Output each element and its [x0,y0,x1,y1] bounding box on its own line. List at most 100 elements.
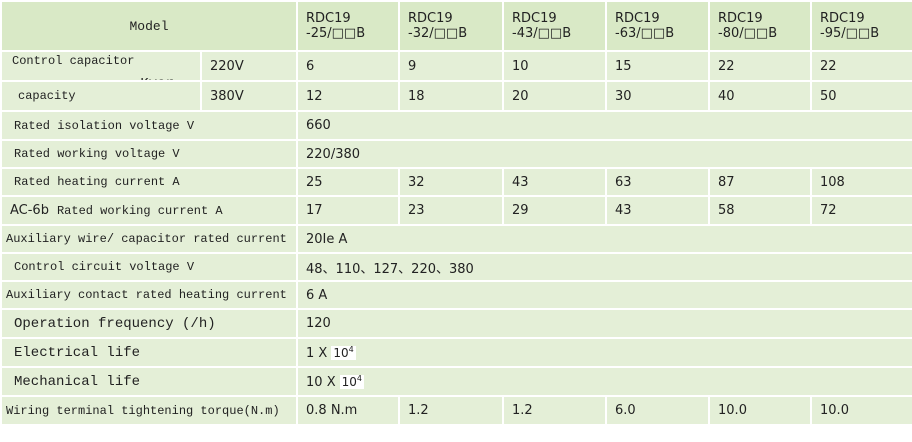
model-line: RDC19 [718,11,763,26]
value: 0.8 N.m [296,395,401,426]
value: 72 [810,195,912,226]
value: 30 [605,80,711,112]
spec-row: Auxiliary contact rated heating current 6… [0,280,912,310]
label-line: capacity [18,89,76,103]
capacitor-row: capacity 380V 12 18 20 30 40 50 [0,80,912,112]
base: 10 [341,374,357,389]
model-column: RDC19 -63/□□B [605,0,711,52]
model-column: RDC19 -80/□□B [708,0,813,52]
model-line: RDC19 [820,11,865,26]
value: 58 [708,195,813,226]
row-label: Wiring terminal tightening torque(N.m) [0,395,299,426]
row-label: Operation frequency (/h) [0,308,299,339]
model-column: RDC19 -43/□□B [502,0,608,52]
value: 1.2 [398,395,505,426]
value: 15 [605,50,711,82]
value: 120 [296,308,912,339]
value-text: 1 X [306,345,328,361]
model-line: -25/□□B [306,26,366,41]
base: 10 [333,345,349,360]
value-text: 220/380 [306,146,361,162]
value: 23 [398,195,505,226]
row-label: Auxiliary contact rated heating current [0,280,299,310]
value: 12 [296,80,401,112]
value: 50 [810,80,912,112]
value-text: 6 A [306,287,328,303]
model-line: -80/□□B [718,26,778,41]
exponent: 4 [356,373,362,383]
value: 9 [398,50,505,82]
label: Rated working voltage V [14,147,180,161]
power: 104 [339,373,364,389]
label: Wiring terminal tightening torque(N.m) [6,403,280,418]
value-text: 120 [306,316,331,331]
model-column: RDC19 -95/□□B [810,0,912,52]
value: 220/380 [296,139,912,169]
model-line: RDC19 [306,11,351,26]
spec-row: Auxiliary wire/ capacitor rated current 2… [0,224,912,254]
value: 43 [502,167,608,197]
value: 10 X 104 [296,366,912,397]
row-label: Rated working voltage V [0,139,299,169]
prefix: AC-6b [10,203,49,218]
spec-row: Electrical life 1 X 104 [0,337,912,368]
value-text: 10 X [306,374,336,390]
value: 20 [502,80,608,112]
row-label: Rated heating current A [0,167,299,197]
value: 10 [502,50,608,82]
row-label: Electrical life [0,337,299,368]
capacitor-row: Control capacitorKvar220V6910152222 [0,50,912,82]
value: 22 [708,50,813,82]
model-column: RDC19 -32/□□B [398,0,505,52]
value: 660 [296,110,912,141]
spec-row: AC-6b Rated working current A 17 23 29 43 58 72 [0,195,912,226]
value: 87 [708,167,813,197]
model-header: Model [0,0,299,52]
label: Rated heating current A [14,175,180,189]
label: Control circuit voltage V [14,260,195,274]
value: 17 [296,195,401,226]
model-line: -63/□□B [615,26,675,41]
value: 1 X 104 [296,337,912,368]
spec-row: Wiring terminal tightening torque(N.m) 0.… [0,395,912,426]
spec-row: Operation frequency (/h) 120 [0,308,912,339]
label-line: Control capacitor [12,54,135,68]
capacitor-label: capacity [0,80,202,112]
spec-row: Rated isolation voltage V 660 [0,110,912,141]
value-text: 660 [306,118,331,133]
row-label: Rated isolation voltage V [0,110,299,141]
label: Mechanical life [14,373,141,390]
value: 6.0 [605,395,711,426]
value: 32 [398,167,505,197]
row-label: Auxiliary wire/ capacitor rated current [0,224,299,254]
value: 10.0 [708,395,813,426]
value: 18 [398,80,505,112]
value: 63 [605,167,711,197]
value: 1.2 [502,395,608,426]
row-label: Control circuit voltage V [0,252,299,282]
voltage: 220V [199,50,299,82]
spec-row: Rated working voltage V 220/380 [0,139,912,169]
value: 20Ie A [296,224,912,254]
value: 29 [502,195,608,226]
model-line: RDC19 [615,11,660,26]
exponent: 4 [348,344,354,354]
spec-row: Mechanical life 10 X 104 [0,366,912,397]
spec-row: Control circuit voltage V 48、110、127、220、… [0,252,912,282]
spec-table: Model RDC19 -25/□□B RDC19 -32/□□B RDC19 -43/□□… [0,0,912,426]
power: 104 [331,344,356,360]
capacitor-label: Control capacitor Kvar [0,50,202,82]
value: 40 [708,80,813,112]
header-row: Model RDC19 -25/□□B RDC19 -32/□□B RDC19 -43/□□… [0,0,912,52]
label: Auxiliary contact rated heating current [6,288,287,302]
model-column: RDC19 -25/□□B [296,0,401,52]
value: 10.0 [810,395,912,426]
row-label: Mechanical life [0,366,299,397]
value: 22 [810,50,912,82]
label: Operation frequency (/h) [14,315,216,332]
value: 108 [810,167,912,197]
value-text: 20Ie A [306,231,348,247]
model-line: -32/□□B [408,26,468,41]
label: Electrical life [14,344,141,361]
